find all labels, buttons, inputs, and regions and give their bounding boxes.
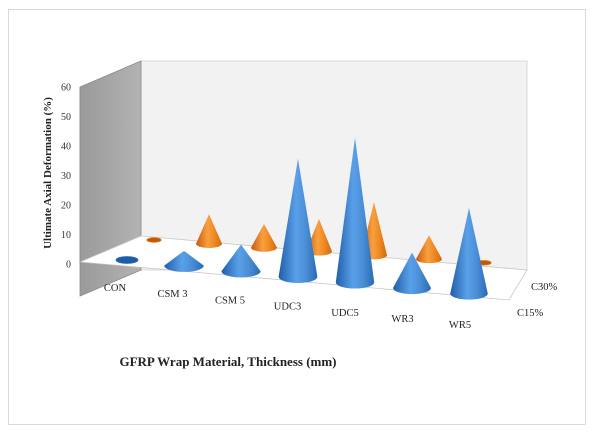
cone-c15pct-1 xyxy=(164,250,204,272)
cone-body xyxy=(251,224,277,252)
category-label: UDC3 xyxy=(274,302,301,313)
cone-body xyxy=(164,250,204,272)
cone-base xyxy=(146,237,162,243)
category-label: WR3 xyxy=(391,314,413,325)
cone-c15pct-5 xyxy=(393,252,431,295)
category-label: UDC5 xyxy=(331,308,358,319)
cone-c15pct-3 xyxy=(278,158,318,284)
series-label: C30% xyxy=(531,282,558,293)
cone-c30pct-3 xyxy=(306,218,332,256)
cone-c30pct-5 xyxy=(416,235,442,264)
cone-base xyxy=(115,256,139,264)
cone-body xyxy=(450,208,488,300)
y-tick-label: 0 xyxy=(66,260,71,271)
cone-body xyxy=(196,214,222,248)
cone-body xyxy=(306,218,332,256)
cone-body xyxy=(335,137,375,289)
cone-c15pct-0 xyxy=(115,256,139,264)
y-tick-label: 40 xyxy=(61,142,71,153)
cone-c30pct-0 xyxy=(146,237,162,243)
cone-c15pct-4 xyxy=(335,137,375,289)
category-label: CSM 5 xyxy=(215,295,245,306)
cone-body xyxy=(278,158,318,284)
category-label: WR5 xyxy=(449,320,471,331)
category-label: CSM 3 xyxy=(157,289,187,300)
y-tick-label: 30 xyxy=(61,171,71,182)
y-tick-label: 50 xyxy=(61,112,71,123)
cone-c15pct-2 xyxy=(221,244,261,278)
x-axis-title: GFRP Wrap Material, Thickness (mm) xyxy=(119,354,336,369)
y-tick-label: 10 xyxy=(61,230,71,241)
series-label: C15% xyxy=(517,308,544,319)
y-tick-labels: 0 10 20 30 40 50 60 xyxy=(61,83,71,271)
cone-c30pct-2 xyxy=(251,224,277,252)
cones xyxy=(115,137,492,300)
y-axis-title: Ultimate Axial Deformation (%) xyxy=(42,97,54,249)
y-tick-label: 20 xyxy=(61,201,71,212)
cone-body xyxy=(393,252,431,295)
y-tick-label: 60 xyxy=(61,83,71,94)
category-labels: CON CSM 3 CSM 5 UDC3 UDC5 WR3 WR5 xyxy=(104,283,471,331)
cone-c30pct-1 xyxy=(196,214,222,248)
category-label: CON xyxy=(104,283,127,294)
cone-body xyxy=(221,244,261,278)
series-labels: C15% C30% xyxy=(517,282,558,319)
cone-c15pct-6 xyxy=(450,208,488,300)
cone-body xyxy=(416,235,442,264)
